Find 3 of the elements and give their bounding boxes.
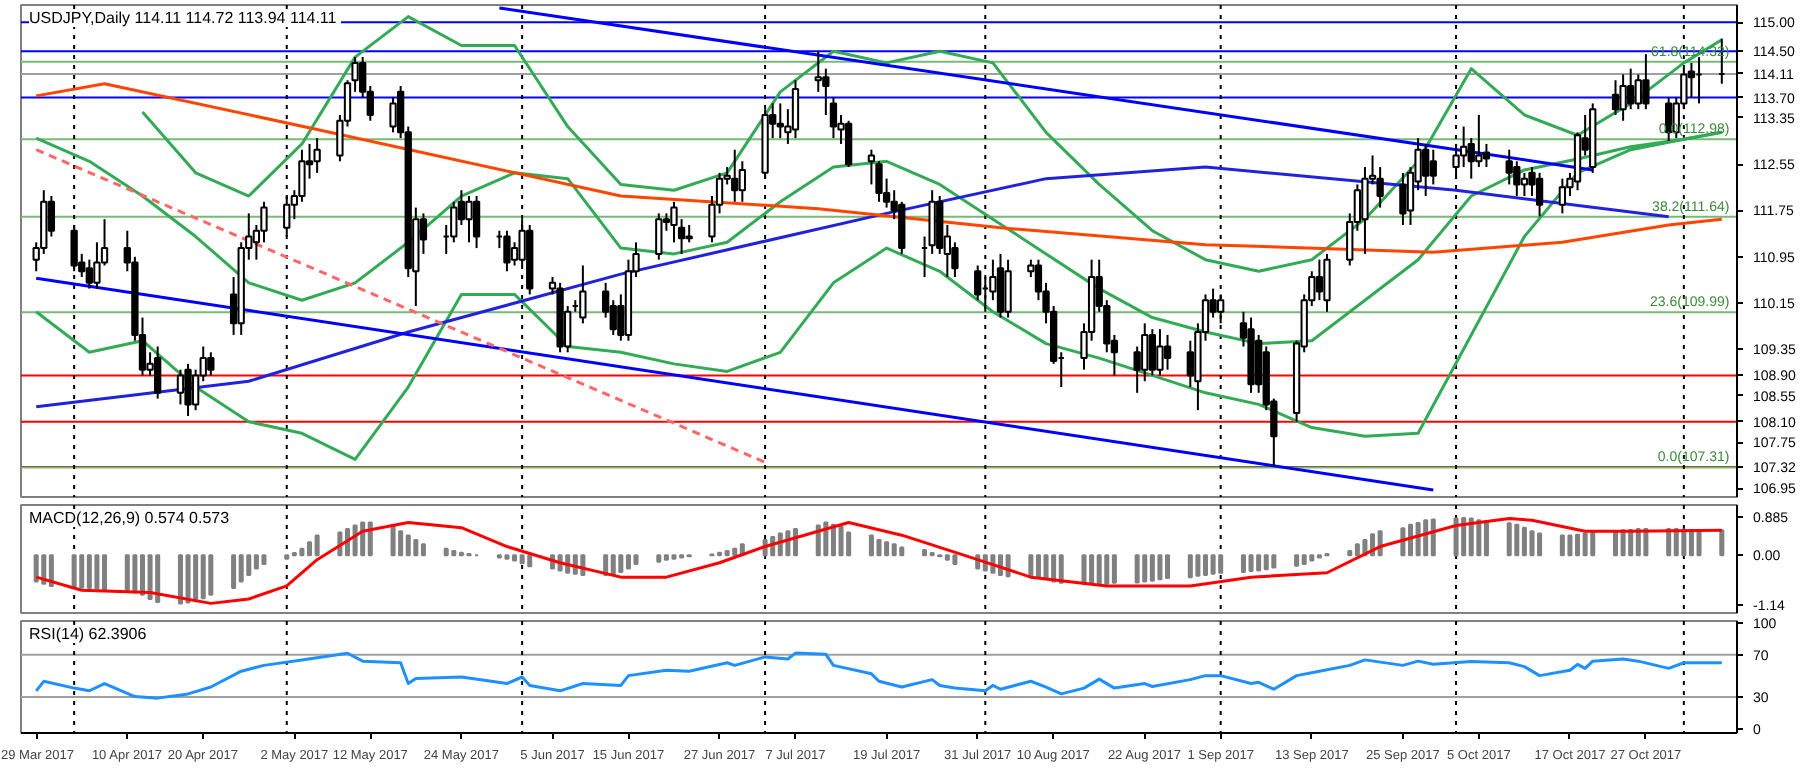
chart-title: USDJPY,Daily 114.11 114.72 113.94 114.11: [29, 9, 338, 27]
chart-title: MACD(12,26,9) 0.574 0.573: [29, 509, 231, 527]
chart-title: RSI(14) 62.3906: [29, 625, 148, 643]
